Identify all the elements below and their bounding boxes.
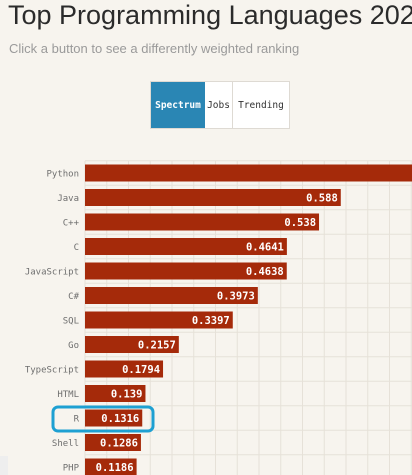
category-label: TypeScript bbox=[25, 366, 79, 376]
value-label: 0.3973 bbox=[217, 291, 255, 303]
category-label: C bbox=[74, 243, 79, 253]
trending-button[interactable]: Trending bbox=[238, 99, 284, 111]
value-label: 0.139 bbox=[111, 389, 143, 401]
category-label: HTML bbox=[57, 390, 79, 400]
category-label: C++ bbox=[63, 219, 80, 229]
bar-go[interactable] bbox=[85, 336, 179, 353]
bar-php[interactable] bbox=[85, 458, 137, 475]
value-label: 0.2157 bbox=[138, 340, 176, 352]
value-label: 0.4638 bbox=[246, 266, 284, 278]
category-label: JavaScript bbox=[25, 268, 79, 278]
bar-c[interactable] bbox=[85, 238, 287, 255]
ranking-button-group: Spectrum Jobs Trending bbox=[150, 81, 290, 129]
bar-c-[interactable] bbox=[85, 287, 258, 304]
jobs-button[interactable]: Jobs bbox=[205, 82, 233, 128]
value-label: 0.1186 bbox=[96, 462, 134, 474]
highlight-box bbox=[51, 405, 155, 433]
page-title: Top Programming Languages 2023 bbox=[8, 0, 412, 30]
value-label: 0.3397 bbox=[192, 315, 230, 327]
bar-r[interactable] bbox=[85, 409, 143, 427]
bar-java[interactable] bbox=[85, 189, 341, 206]
bar-typescript[interactable] bbox=[85, 360, 164, 378]
scroll-edge bbox=[0, 456, 8, 475]
category-label: Java bbox=[57, 194, 79, 204]
spectrum-button[interactable]: Spectrum bbox=[151, 82, 205, 128]
bar-html[interactable] bbox=[85, 385, 146, 402]
value-label: 0.538 bbox=[284, 217, 316, 229]
value-label: 0.4641 bbox=[246, 242, 284, 254]
category-label: Python bbox=[46, 170, 79, 180]
category-label: C# bbox=[68, 292, 79, 302]
bar-c-[interactable] bbox=[85, 213, 320, 231]
category-label: Shell bbox=[52, 439, 79, 449]
bar-python[interactable] bbox=[85, 164, 412, 182]
category-label: PHP bbox=[63, 464, 80, 474]
bar-shell[interactable] bbox=[85, 434, 141, 451]
category-label: R bbox=[74, 415, 80, 425]
value-label: 0.1286 bbox=[100, 438, 138, 450]
value-label: 0.588 bbox=[306, 193, 338, 205]
value-label: 0.1316 bbox=[101, 413, 139, 425]
bar-sql[interactable] bbox=[85, 311, 233, 329]
category-label: SQL bbox=[63, 317, 79, 327]
bar-javascript[interactable] bbox=[85, 262, 287, 280]
value-label: 0.1794 bbox=[122, 364, 160, 376]
page-subtitle: Click a button to see a differently weig… bbox=[9, 41, 300, 56]
category-label: Go bbox=[68, 341, 79, 351]
